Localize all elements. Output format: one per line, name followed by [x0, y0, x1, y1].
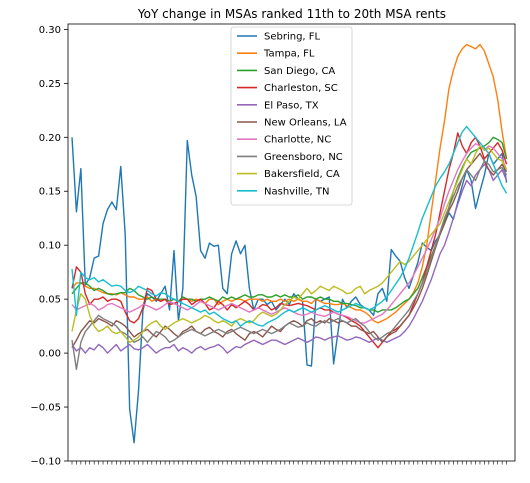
y-tick-label: 0.05 [39, 295, 61, 306]
y-tick-label: −0.10 [30, 457, 61, 468]
y-tick-label: 0.20 [39, 133, 61, 144]
legend-box [230, 26, 353, 206]
y-tick-label: −0.05 [30, 403, 61, 414]
series-line-el-paso-tx [71, 163, 508, 354]
y-tick-label: 0.25 [39, 79, 61, 90]
plot-frame [67, 23, 516, 462]
legend-label: Sebring, FL [264, 32, 321, 43]
x-axis [71, 461, 507, 465]
y-axis: −0.10 −0.05 0.00 0.05 0.10 0.15 0.20 0.25 0.30 [30, 25, 68, 468]
series-line-nashville-tn [71, 125, 508, 327]
y-tick-label: 0.10 [39, 241, 61, 252]
y-tick-label: 0.30 [39, 25, 61, 36]
legend-label: Charlotte, NC [264, 135, 331, 146]
y-tick-label: 0.00 [39, 349, 61, 360]
legend-label: Tampa, FL [263, 49, 315, 60]
chart-title: YoY change in MSAs ranked 11th to 20th M… [137, 7, 446, 21]
legend: Sebring, FL Tampa, FL San Diego, CA Charles… [230, 26, 353, 206]
legend-label: Bakersfield, CA [264, 169, 340, 180]
legend-label: Nashville, TN [264, 186, 330, 197]
legend-label: Greensboro, NC [264, 152, 343, 163]
series-line-charleston-sc [71, 132, 508, 349]
series-line-bakersfield-ca [71, 145, 508, 344]
plot-area [71, 43, 508, 444]
series-line-greensboro-nc [71, 160, 508, 370]
legend-label: El Paso, TX [264, 100, 319, 111]
legend-label: Charleston, SC [264, 83, 338, 94]
y-tick-label: 0.15 [39, 187, 61, 198]
legend-label: San Diego, CA [264, 66, 335, 77]
legend-label: New Orleans, LA [264, 118, 347, 129]
